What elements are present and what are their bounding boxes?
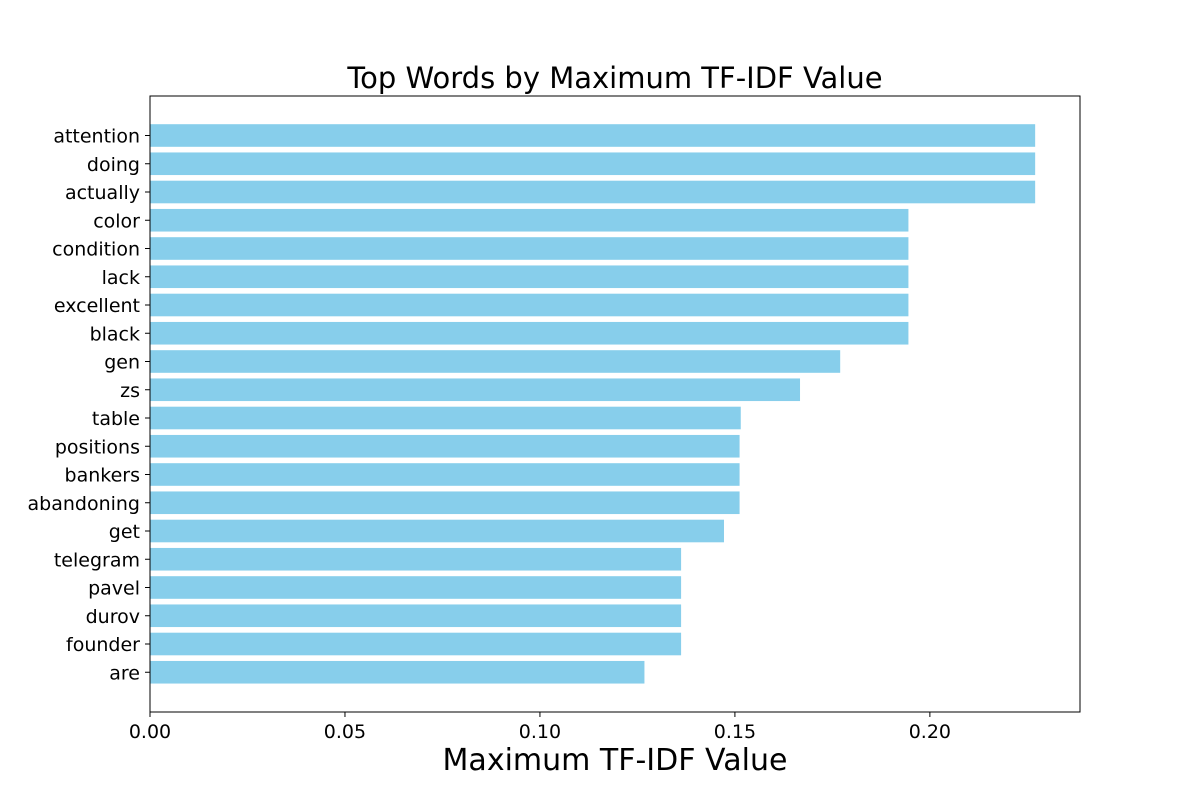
bar-telegram [150, 547, 682, 571]
bar-get [150, 519, 724, 543]
y-tick-label: positions [55, 436, 140, 458]
y-tick-label: abandoning [28, 493, 141, 515]
y-tick-label: pavel [88, 578, 140, 600]
y-tick-label: condition [52, 239, 140, 261]
y-tick-label: zs [120, 380, 140, 402]
bar-are [150, 660, 645, 684]
y-tick-label: get [109, 521, 140, 543]
bar-excellent [150, 293, 909, 317]
bar-actually [150, 180, 1036, 204]
y-tick-label: bankers [65, 465, 140, 487]
x-axis: 0.00 0.05 0.10 0.15 0.20 [129, 712, 951, 743]
bar-doing [150, 152, 1036, 176]
bar-zs [150, 378, 801, 402]
bar-color [150, 208, 909, 232]
y-tick-label: lack [102, 267, 140, 289]
bar-table [150, 406, 741, 430]
x-tick-label: 0.05 [324, 721, 366, 743]
bars-group [150, 124, 1036, 684]
bar-bankers [150, 463, 740, 486]
y-tick-label: doing [87, 154, 140, 176]
x-tick-label: 0.20 [909, 721, 951, 743]
x-tick-label: 0.10 [519, 721, 561, 743]
y-tick-label: attention [53, 126, 140, 148]
x-tick-label: 0.00 [129, 721, 171, 743]
y-tick-label: durov [86, 606, 140, 628]
x-tick-label: 0.15 [714, 721, 756, 743]
plot-frame [149, 95, 1081, 713]
bar-gen [150, 350, 841, 373]
x-axis-label: Maximum TF-IDF Value [443, 743, 788, 778]
y-tick-label: table [92, 408, 140, 430]
y-tick-label: founder [66, 634, 140, 656]
bar-founder [150, 632, 682, 656]
y-tick-label: are [109, 662, 140, 684]
y-tick-label: actually [65, 182, 140, 204]
y-tick-label: telegram [54, 549, 140, 571]
bar-pavel [150, 576, 682, 599]
bar-abandoning [150, 491, 740, 515]
bar-condition [150, 237, 909, 260]
bar-positions [150, 434, 740, 458]
chart-title: Top Words by Maximum TF-IDF Value [346, 61, 882, 95]
y-axis: attention doing actually color condition lack… [28, 126, 150, 684]
bar-lack [150, 265, 909, 289]
y-tick-label: excellent [54, 295, 140, 317]
y-tick-label: gen [104, 352, 140, 374]
y-tick-label: color [93, 210, 140, 232]
bar-durov [150, 604, 682, 628]
bar-attention [150, 124, 1036, 147]
y-tick-label: black [90, 323, 140, 345]
bar-black [150, 321, 909, 345]
